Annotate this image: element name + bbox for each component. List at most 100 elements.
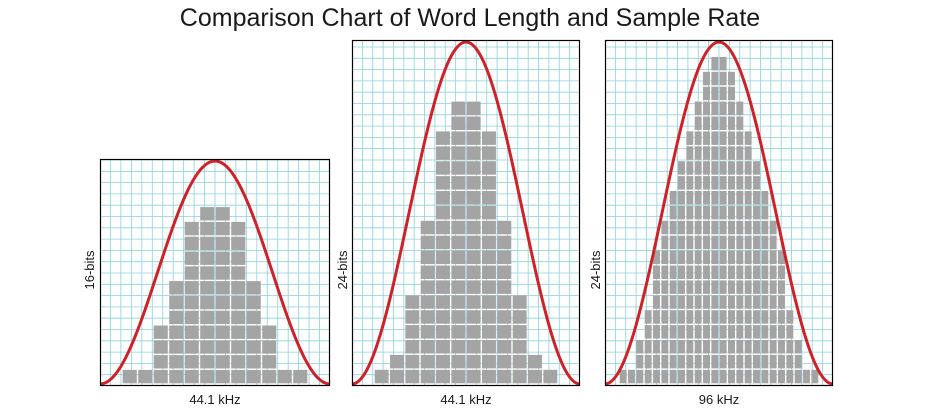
sample-cell [661, 265, 669, 279]
sample-cell [744, 161, 752, 175]
sample-cell [728, 161, 735, 175]
sample-cell [686, 161, 694, 175]
sample-cell [451, 340, 466, 354]
sample-cell [744, 191, 752, 205]
sample-cell [778, 265, 785, 279]
sample-cell [215, 281, 230, 295]
sample-cell [200, 295, 215, 310]
sample-cell [728, 71, 735, 86]
sample-cell [794, 354, 802, 369]
sample-cell [686, 354, 694, 369]
sample-cell [736, 191, 744, 205]
sample-cell [405, 295, 420, 309]
sample-cell [753, 340, 760, 354]
sample-cell [482, 161, 496, 175]
sample-cell [420, 265, 435, 279]
sample-cell [169, 369, 184, 384]
sample-cell [420, 340, 435, 354]
sample-cell [169, 281, 184, 295]
sample-cell [694, 116, 702, 130]
sample-cell [761, 310, 769, 324]
sample-cell [528, 354, 542, 369]
sample-cell [744, 340, 752, 354]
sample-cell [543, 369, 558, 384]
sample-cell [466, 101, 481, 116]
sample-cell [711, 325, 719, 339]
sample-cell [420, 310, 435, 324]
sample-cell [482, 205, 496, 220]
sample-cell [778, 250, 785, 265]
sample-cell [769, 265, 777, 279]
sample-cell [466, 235, 481, 250]
sample-cell [711, 161, 719, 175]
sample-cell [719, 161, 727, 175]
sample-cell [736, 205, 744, 220]
sample-cell [512, 340, 527, 354]
sample-cell [436, 205, 450, 220]
sample-cell [184, 325, 199, 339]
sample-cell [686, 265, 694, 279]
sample-cell [744, 220, 752, 235]
sample-cell [728, 310, 735, 324]
sample-cell [482, 250, 496, 265]
sample-cell [231, 295, 246, 310]
sample-cell [482, 191, 496, 205]
sample-cell [200, 340, 215, 354]
sample-cell [753, 235, 760, 250]
sample-cell [215, 207, 230, 221]
sample-cell [231, 310, 246, 325]
sample-cell [761, 325, 769, 339]
sample-cell [694, 250, 702, 265]
sample-cell [686, 191, 694, 205]
sample-cell [719, 131, 727, 145]
panel-16bit-44khz [99, 158, 331, 387]
sample-cell [482, 340, 496, 354]
sample-cell [451, 146, 466, 160]
sample-cell [405, 369, 420, 384]
sample-cell [420, 280, 435, 294]
sample-cell [711, 131, 719, 145]
sample-cell [778, 354, 785, 369]
sample-cell [644, 340, 652, 354]
sample-cell [719, 310, 727, 324]
sample-cell [719, 369, 727, 384]
sample-cell [694, 265, 702, 279]
sample-cell [711, 71, 719, 86]
sample-cell [753, 250, 760, 265]
y-axis-label-16bit: 16-bits [82, 250, 97, 290]
x-axis-label-panel-3: 96 kHz [698, 392, 740, 407]
sample-cell [262, 355, 277, 369]
sample-cell [736, 146, 744, 160]
sample-cell [619, 369, 627, 384]
sample-cell [744, 280, 752, 294]
sample-cell [728, 369, 735, 384]
sample-cell [778, 369, 785, 384]
sample-cell [703, 265, 710, 279]
sample-cell [711, 354, 719, 369]
sample-cell [436, 146, 450, 160]
sample-cell [451, 250, 466, 265]
sample-cell [200, 236, 215, 251]
sample-cell [769, 235, 777, 250]
sample-cell [694, 131, 702, 145]
sample-cell [669, 340, 677, 354]
sample-cell [786, 325, 794, 339]
sample-cell [753, 161, 760, 175]
sample-cell [215, 340, 230, 354]
sample-cell [262, 340, 277, 354]
sample-cell [466, 369, 481, 384]
sample-cell [661, 354, 669, 369]
sample-cell [811, 369, 819, 384]
grid-plot-24bit-96khz [604, 39, 834, 387]
sample-cell [436, 191, 450, 205]
sample-cell [451, 280, 466, 294]
sample-cell [719, 340, 727, 354]
sample-cell [497, 220, 512, 235]
sample-cell [636, 340, 644, 354]
sample-cell [653, 280, 660, 294]
sample-cell [761, 205, 769, 220]
sample-cell [653, 354, 660, 369]
sample-cell [703, 235, 710, 250]
sample-cell [497, 325, 512, 339]
sample-cell [497, 354, 512, 369]
